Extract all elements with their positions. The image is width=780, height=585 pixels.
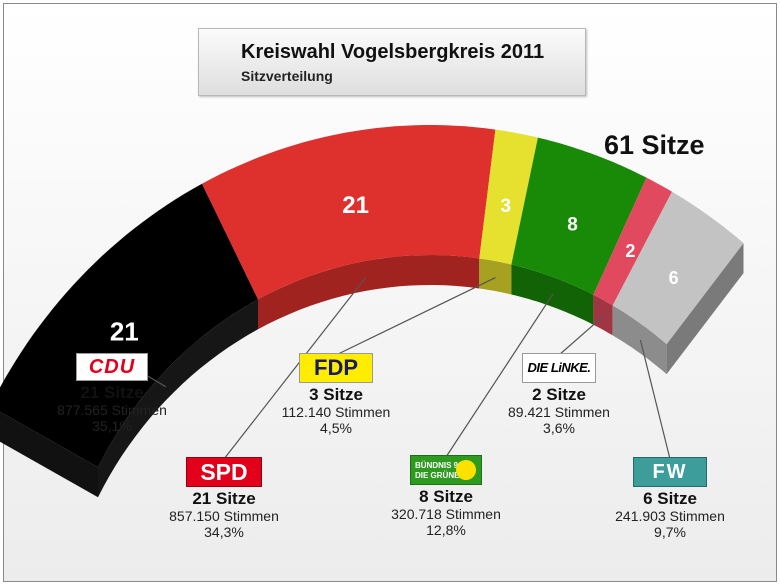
- linke-seats: 2 Sitze: [532, 385, 586, 404]
- fw-percent: 9,7%: [654, 524, 686, 540]
- seat-label-fw: 6: [669, 268, 679, 288]
- seat-label-spd: 21: [342, 192, 369, 219]
- linke-logo: DIE LiNKE.: [522, 353, 596, 383]
- chart-title: Kreiswahl Vogelsbergkreis 2011: [241, 41, 545, 63]
- arc-segment-gruene: [511, 137, 647, 295]
- arc-end-cap-right: [666, 243, 744, 375]
- gruene-logo-line1: BÜNDNIS 90: [415, 461, 463, 470]
- sunflower-icon: [456, 460, 476, 480]
- leader-line-gruene: [445, 293, 554, 458]
- total-seats-label: 61 Sitze: [604, 130, 705, 160]
- arc-segment-linke: [593, 177, 672, 306]
- arc-side-fdp: [479, 258, 512, 295]
- arc-segment-cdu: [0, 183, 258, 468]
- arc-segment-fw: [612, 191, 744, 345]
- party-card-spd: SPD 21 Sitze 857.150 Stimmen 34,3%: [134, 457, 314, 540]
- gruene-percent: 12,8%: [426, 522, 466, 538]
- gruene-votes: 320.718 Stimmen: [391, 506, 501, 522]
- seat-label-linke: 2: [625, 241, 635, 261]
- fdp-logo: FDP: [299, 353, 373, 383]
- linke-percent: 3,6%: [543, 420, 575, 436]
- spd-seats: 21 Sitze: [192, 489, 256, 508]
- arc-top-faces: [0, 125, 744, 468]
- fdp-percent: 4,5%: [320, 420, 352, 436]
- seat-data-labels: 21 21 3 8 2 6: [110, 192, 679, 346]
- title-box: Kreiswahl Vogelsbergkreis 2011 Sitzverte…: [198, 28, 586, 96]
- cdu-logo: CDU: [76, 353, 148, 381]
- cdu-votes: 877.565 Stimmen: [57, 402, 167, 418]
- leader-line-fw: [639, 339, 671, 460]
- arc-side-fw: [612, 305, 667, 375]
- gruene-seats: 8 Sitze: [419, 487, 473, 506]
- spd-logo: SPD: [186, 457, 262, 487]
- leader-line-linke: [558, 315, 604, 356]
- party-card-fdp: FDP 3 Sitze 112.140 Stimmen 4,5%: [246, 353, 426, 436]
- spd-votes: 857.150 Stimmen: [169, 508, 279, 524]
- chart-subtitle: Sitzverteilung: [241, 68, 333, 84]
- seat-label-fdp: 3: [501, 196, 512, 217]
- arc-segment-fdp: [479, 129, 538, 265]
- fw-votes: 241.903 Stimmen: [615, 508, 725, 524]
- leader-lines: [111, 277, 671, 460]
- arc-end-cap-left: [0, 411, 98, 498]
- fdp-votes: 112.140 Stimmen: [281, 404, 391, 420]
- party-card-gruene: BÜNDNIS 90 DIE GRÜNEN 8 Sitze 320.718 St…: [356, 455, 536, 538]
- cdu-seats: 21 Sitze: [80, 383, 144, 402]
- cdu-percent: 35,1%: [92, 418, 132, 434]
- leader-line-spd: [223, 277, 367, 460]
- fw-logo: FW: [633, 457, 707, 487]
- leader-line-fdp: [335, 277, 496, 356]
- fdp-seats: 3 Sitze: [309, 385, 363, 404]
- party-card-fw: FW 6 Sitze 241.903 Stimmen 9,7%: [580, 457, 760, 540]
- party-card-cdu: CDU 21 Sitze 877.565 Stimmen 35,1%: [22, 353, 202, 434]
- gruene-logo-line2: DIE GRÜNEN: [415, 471, 466, 480]
- arc-side-cdu: [98, 299, 258, 498]
- gruene-logo: BÜNDNIS 90 DIE GRÜNEN: [410, 455, 482, 485]
- arc-segment-spd: [202, 125, 496, 300]
- arc-side-spd: [258, 255, 480, 330]
- seat-label-cdu: 21: [110, 316, 139, 346]
- fw-seats: 6 Sitze: [643, 489, 697, 508]
- spd-percent: 34,3%: [204, 524, 244, 540]
- seat-label-gruene: 8: [567, 215, 578, 236]
- linke-votes: 89.421 Stimmen: [508, 404, 610, 420]
- arc-side-linke: [593, 294, 613, 336]
- party-card-linke: DIE LiNKE. 2 Sitze 89.421 Stimmen 3,6%: [469, 353, 649, 436]
